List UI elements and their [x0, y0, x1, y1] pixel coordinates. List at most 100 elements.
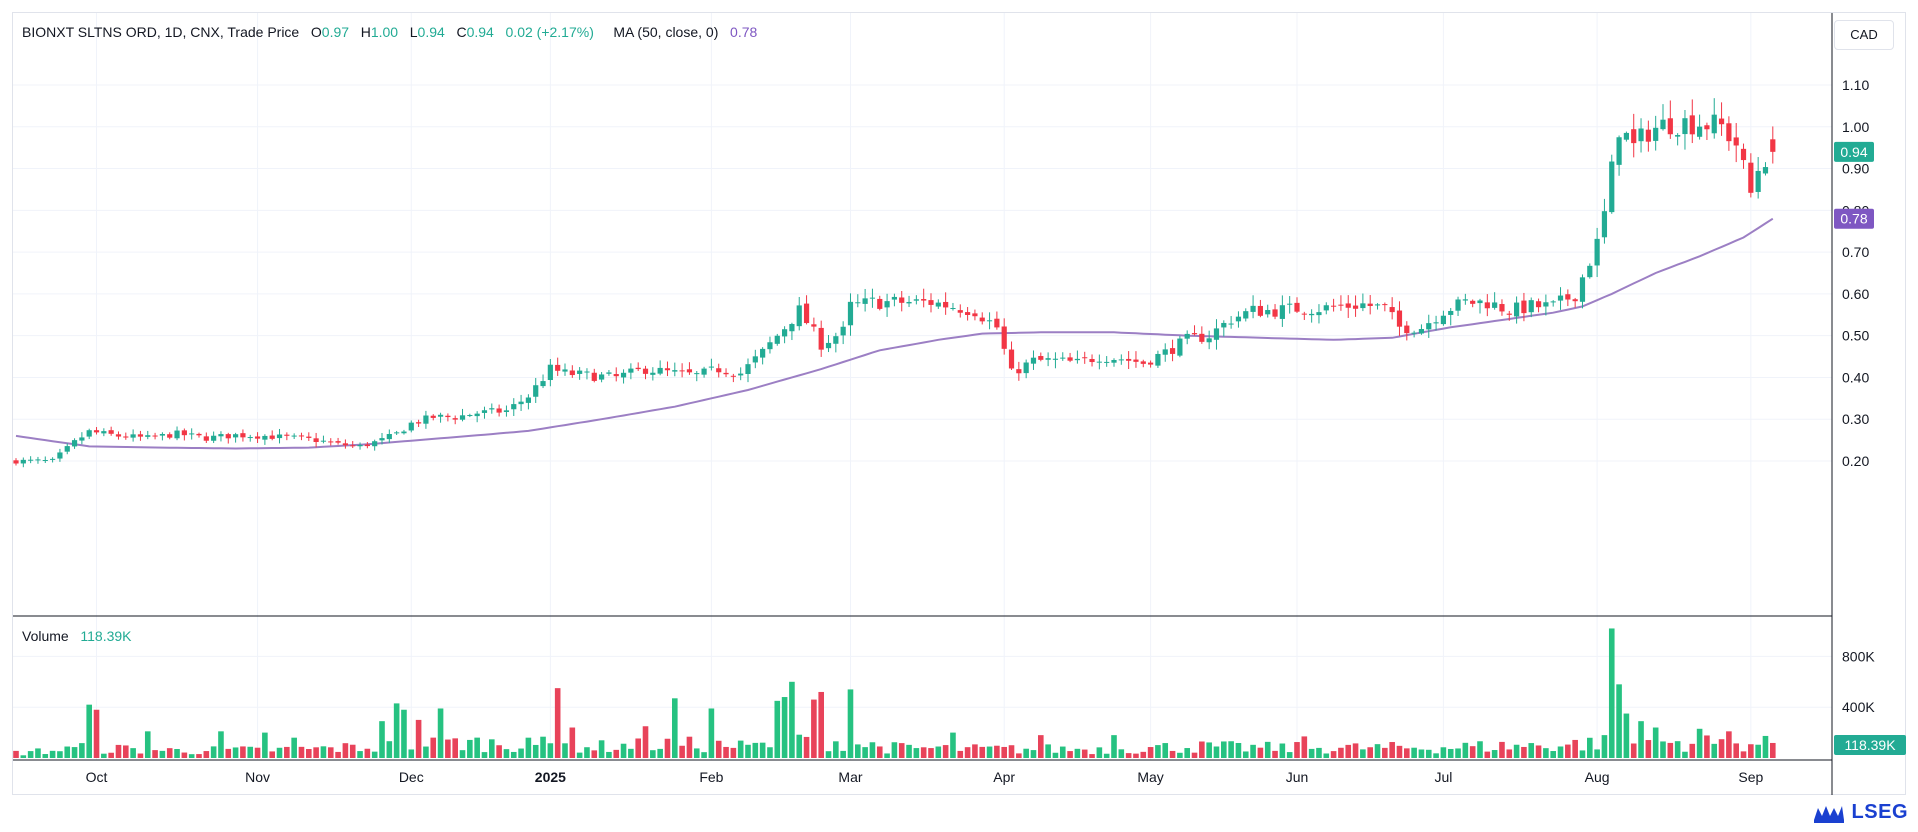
candle-body: [1001, 326, 1007, 349]
chart-frame: [12, 12, 1906, 795]
volume-bar: [576, 752, 583, 758]
volume-bar: [174, 749, 180, 758]
candle-body: [1514, 302, 1520, 317]
candle-body: [994, 318, 1000, 328]
candle-body: [650, 372, 656, 375]
candle-body: [584, 371, 590, 373]
volume-bar: [489, 739, 495, 758]
volume-bar: [262, 732, 268, 758]
volume-bar: [1155, 745, 1161, 758]
candle-body: [123, 436, 129, 438]
volume-bar: [1528, 743, 1535, 758]
volume-bar: [115, 744, 122, 758]
candle-body: [1228, 323, 1234, 325]
volume-bar: [811, 699, 817, 758]
volume-bar: [1008, 745, 1015, 758]
candle-body: [1609, 161, 1615, 213]
candle-body: [1704, 125, 1710, 130]
candle-body: [1096, 361, 1102, 363]
candle-body: [225, 434, 231, 439]
candle-body: [167, 434, 173, 438]
candle-body: [1521, 300, 1527, 314]
volume-bar: [532, 744, 539, 758]
volume-bar: [701, 752, 707, 758]
volume-bar: [884, 753, 890, 758]
candle-body: [1455, 299, 1461, 311]
volume-bar: [876, 746, 883, 758]
candle-body: [372, 441, 378, 447]
volume-bar: [1608, 628, 1615, 758]
volume-bar: [1455, 748, 1461, 758]
volume-bar: [752, 742, 759, 758]
candle-body: [1477, 300, 1483, 304]
candle-body: [1492, 302, 1498, 308]
volume-bar: [1323, 753, 1330, 758]
price-legend: BIONXT SLTNS ORD, 1D, CNX, Trade Price O…: [22, 24, 757, 40]
candle-body: [569, 370, 575, 376]
volume-bar: [276, 747, 283, 758]
volume-bar: [423, 746, 429, 758]
candle-body: [145, 435, 151, 437]
volume-bar: [210, 746, 217, 758]
volume-bar: [166, 748, 173, 758]
volume-bar: [774, 700, 781, 758]
candle-body: [913, 299, 919, 301]
volume-bar: [1433, 753, 1439, 758]
volume-bar: [803, 736, 810, 758]
volume-bar: [1301, 736, 1308, 758]
volume-bar: [635, 738, 641, 758]
candle-body: [1462, 299, 1468, 301]
volume-bar: [1330, 751, 1337, 758]
volume-bar: [1140, 751, 1147, 758]
volume-bar: [510, 751, 517, 758]
volume-bar: [1550, 751, 1556, 758]
candle-body: [1331, 305, 1337, 307]
candle-body: [408, 422, 414, 431]
volume-bar: [1125, 753, 1132, 758]
volume-bar: [1242, 751, 1249, 758]
candle-body: [1616, 137, 1622, 165]
volume-bar: [86, 704, 92, 758]
volume-bar: [942, 745, 949, 758]
volume-bar: [1345, 744, 1352, 758]
candle-body: [789, 324, 795, 332]
volume-bar: [1177, 752, 1183, 758]
candle-body: [276, 434, 283, 439]
volume-bar: [1367, 747, 1373, 758]
volume-bar: [123, 745, 129, 758]
candle-body: [1660, 119, 1666, 130]
candle-body: [825, 342, 832, 349]
ma-value: 0.78: [730, 24, 758, 40]
volume-bar: [1601, 735, 1608, 758]
candle-body: [1016, 369, 1022, 374]
volume-bar: [1404, 748, 1410, 758]
volume-bar: [1447, 748, 1454, 758]
candle-body: [57, 452, 63, 459]
candle-body: [979, 317, 985, 322]
candle-body: [474, 413, 480, 417]
volume-bar: [825, 751, 832, 758]
candle-body: [218, 434, 224, 437]
volume-bar: [913, 748, 920, 758]
volume-bar: [1543, 748, 1549, 758]
currency-selector[interactable]: CAD: [1834, 20, 1894, 50]
volume-bar: [1572, 739, 1578, 758]
volume-bar: [1748, 744, 1754, 758]
ma-badge-bg: [1834, 208, 1874, 229]
lseg-logo[interactable]: LSEG: [1812, 801, 1908, 824]
volume-bar: [598, 740, 605, 758]
candle-body: [1199, 333, 1205, 342]
axes: 1.101.000.900.800.700.600.500.400.300.20…: [13, 13, 1875, 795]
candle-body: [1426, 323, 1432, 330]
volume-bar: [781, 697, 788, 758]
candle-body: [1023, 362, 1029, 374]
volume-bar: [1199, 741, 1205, 758]
candle-body: [394, 432, 400, 434]
candle-body: [928, 300, 934, 305]
volume-bar: [474, 737, 480, 758]
volume-bar: [232, 747, 239, 758]
candle-body: [42, 460, 48, 462]
candle-body: [306, 436, 312, 438]
candle-body: [350, 445, 356, 447]
